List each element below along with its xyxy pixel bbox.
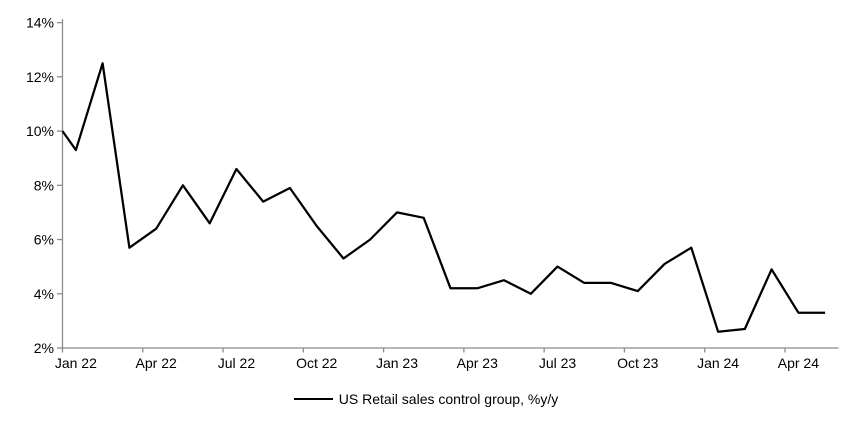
y-axis-tick-label: 12% <box>26 69 54 85</box>
y-axis-tick-label: 8% <box>34 177 54 193</box>
y-axis-tick-label: 10% <box>26 123 54 139</box>
x-axis-tick-label: Jan 24 <box>697 355 739 371</box>
x-axis-tick-label: Apr 23 <box>457 355 498 371</box>
x-axis-tick-label: Jan 23 <box>376 355 418 371</box>
x-axis-tick-label: Oct 23 <box>617 355 658 371</box>
series-line-us-retail-control-group <box>61 62 826 333</box>
chart-legend: US Retail sales control group, %y/y <box>0 391 852 407</box>
x-axis-tick-label: Apr 22 <box>136 355 177 371</box>
x-axis-tick-label: Jan 22 <box>55 355 97 371</box>
y-axis-tick-label: 14% <box>26 15 54 31</box>
x-axis-tick-label: Jul 22 <box>218 355 256 371</box>
x-axis-tick-label: Oct 22 <box>296 355 337 371</box>
x-axis-tick-label: Jul 23 <box>539 355 577 371</box>
legend-line-swatch <box>293 398 333 400</box>
y-axis-tick-label: 6% <box>34 232 54 248</box>
y-axis-tick-label: 4% <box>34 286 54 302</box>
y-axis-tick-label: 2% <box>34 340 54 356</box>
x-axis-tick-label: Apr 24 <box>778 355 819 371</box>
legend-label: US Retail sales control group, %y/y <box>338 391 559 407</box>
